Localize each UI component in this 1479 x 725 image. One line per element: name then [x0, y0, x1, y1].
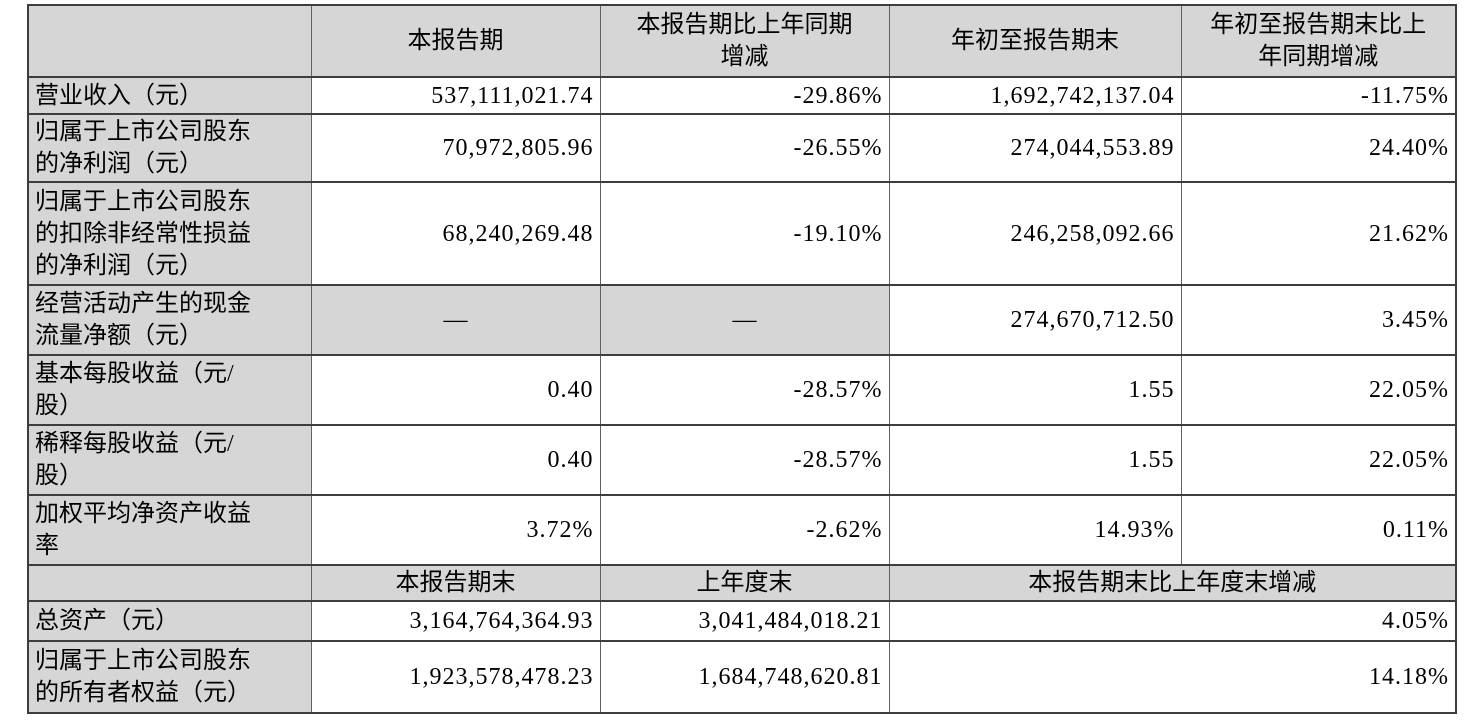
- row-diluted-eps-ytd: 1.55: [888, 424, 1182, 496]
- header-end-of-prior-year: 上年度末: [599, 564, 890, 602]
- row-diluted-eps-ytd-yoy: 22.05%: [1180, 424, 1457, 496]
- row-operating-cash-flow-ytd-yoy: 3.45%: [1180, 284, 1457, 356]
- row-operating-revenue-yoy: -29.86%: [599, 76, 890, 115]
- header-current-period-yoy-change: 本报告期比上年同期 增减: [599, 4, 890, 78]
- row-operating-revenue-ytd-yoy: -11.75%: [1180, 76, 1457, 115]
- header-end-of-period: 本报告期末: [310, 564, 601, 602]
- row-operating-cash-flow-current-dash: —: [310, 284, 601, 356]
- row-total-assets-change: 4.05%: [888, 600, 1457, 642]
- header-change-vs-prior-year-end: 本报告期末比上年度末增减: [888, 564, 1457, 602]
- row-weighted-avg-roe-ytd: 14.93%: [888, 494, 1182, 566]
- row-total-assets-label: 总资产（元）: [27, 600, 312, 642]
- header-blank-cell: [27, 4, 312, 78]
- balance-header-row: 本报告期末 上年度末 本报告期末比上年度末增减: [27, 564, 1457, 602]
- row-operating-revenue: 营业收入（元） 537,111,021.74 -29.86% 1,692,742…: [27, 76, 1457, 115]
- row-diluted-eps: 稀释每股收益（元/ 股） 0.40 -28.57% 1.55 22.05%: [27, 424, 1457, 496]
- row-diluted-eps-label: 稀释每股收益（元/ 股）: [27, 424, 312, 496]
- header-ytd-yoy-change: 年初至报告期末比上 年同期增减: [1180, 4, 1457, 78]
- row-net-profit-excl-nonrecurring-yoy: -19.10%: [599, 181, 890, 286]
- financial-summary-table: 本报告期 本报告期比上年同期 增减 年初至报告期末 年初至报告期末比上 年同期增…: [27, 4, 1457, 714]
- row-net-profit-attributable: 归属于上市公司股东 的净利润（元） 70,972,805.96 -26.55% …: [27, 113, 1457, 183]
- balance-header-blank-cell: [27, 564, 312, 602]
- row-operating-cash-flow: 经营活动产生的现金 流量净额（元） — — 274,670,712.50 3.4…: [27, 284, 1457, 356]
- row-diluted-eps-current: 0.40: [310, 424, 601, 496]
- row-weighted-avg-roe: 加权平均净资产收益 率 3.72% -2.62% 14.93% 0.11%: [27, 494, 1457, 566]
- row-weighted-avg-roe-yoy: -2.62%: [599, 494, 890, 566]
- row-operating-revenue-current: 537,111,021.74: [310, 76, 601, 115]
- row-net-profit-excl-nonrecurring-ytd: 246,258,092.66: [888, 181, 1182, 286]
- row-basic-eps: 基本每股收益（元/ 股） 0.40 -28.57% 1.55 22.05%: [27, 354, 1457, 426]
- row-diluted-eps-yoy: -28.57%: [599, 424, 890, 496]
- row-weighted-avg-roe-label: 加权平均净资产收益 率: [27, 494, 312, 566]
- row-operating-revenue-label: 营业收入（元）: [27, 76, 312, 115]
- row-equity-attributable: 归属于上市公司股东 的所有者权益（元） 1,923,578,478.23 1,6…: [27, 640, 1457, 714]
- row-operating-cash-flow-ytd: 274,670,712.50: [888, 284, 1182, 356]
- row-equity-attributable-period-end: 1,923,578,478.23: [310, 640, 601, 714]
- row-net-profit-attributable-current: 70,972,805.96: [310, 113, 601, 183]
- row-operating-cash-flow-label: 经营活动产生的现金 流量净额（元）: [27, 284, 312, 356]
- row-net-profit-excl-nonrecurring-ytd-yoy: 21.62%: [1180, 181, 1457, 286]
- row-basic-eps-yoy: -28.57%: [599, 354, 890, 426]
- row-net-profit-excl-nonrecurring-current: 68,240,269.48: [310, 181, 601, 286]
- row-weighted-avg-roe-ytd-yoy: 0.11%: [1180, 494, 1457, 566]
- row-total-assets-prior-year-end: 3,041,484,018.21: [599, 600, 890, 642]
- row-equity-attributable-change: 14.18%: [888, 640, 1457, 714]
- row-operating-cash-flow-yoy-dash: —: [599, 284, 890, 356]
- row-basic-eps-current: 0.40: [310, 354, 601, 426]
- row-total-assets-period-end: 3,164,764,364.93: [310, 600, 601, 642]
- row-net-profit-excl-nonrecurring: 归属于上市公司股东 的扣除非经常性损益 的净利润（元） 68,240,269.4…: [27, 181, 1457, 286]
- row-weighted-avg-roe-current: 3.72%: [310, 494, 601, 566]
- row-equity-attributable-label: 归属于上市公司股东 的所有者权益（元）: [27, 640, 312, 714]
- header-current-period: 本报告期: [310, 4, 601, 78]
- row-net-profit-attributable-label: 归属于上市公司股东 的净利润（元）: [27, 113, 312, 183]
- row-basic-eps-ytd: 1.55: [888, 354, 1182, 426]
- row-net-profit-attributable-ytd: 274,044,553.89: [888, 113, 1182, 183]
- row-net-profit-attributable-yoy: -26.55%: [599, 113, 890, 183]
- row-net-profit-excl-nonrecurring-label: 归属于上市公司股东 的扣除非经常性损益 的净利润（元）: [27, 181, 312, 286]
- row-basic-eps-label: 基本每股收益（元/ 股）: [27, 354, 312, 426]
- row-net-profit-attributable-ytd-yoy: 24.40%: [1180, 113, 1457, 183]
- period-header-row: 本报告期 本报告期比上年同期 增减 年初至报告期末 年初至报告期末比上 年同期增…: [27, 4, 1457, 78]
- row-total-assets: 总资产（元） 3,164,764,364.93 3,041,484,018.21…: [27, 600, 1457, 642]
- row-basic-eps-ytd-yoy: 22.05%: [1180, 354, 1457, 426]
- row-operating-revenue-ytd: 1,692,742,137.04: [888, 76, 1182, 115]
- header-ytd: 年初至报告期末: [888, 4, 1182, 78]
- row-equity-attributable-prior-year-end: 1,684,748,620.81: [599, 640, 890, 714]
